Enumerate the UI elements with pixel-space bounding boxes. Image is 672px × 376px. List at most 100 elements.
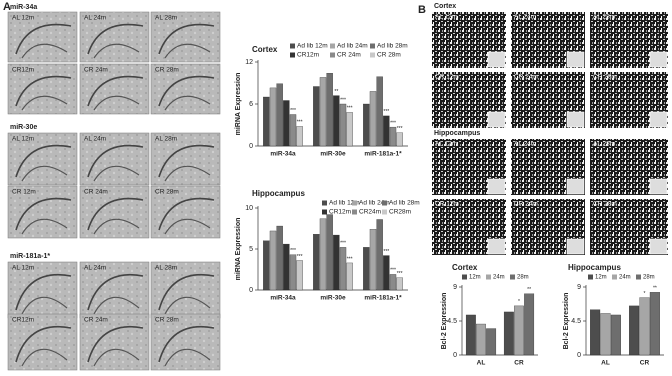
inset: [487, 178, 506, 195]
bar: [503, 311, 514, 356]
bar: [524, 293, 535, 356]
bar: [649, 292, 660, 356]
bar: [313, 234, 320, 291]
bar: [269, 87, 277, 147]
inset: [566, 51, 585, 68]
significance-label: **: [527, 287, 531, 293]
tissue-contour: [158, 274, 215, 311]
inset: [649, 111, 668, 128]
y-tick-label: 6: [249, 101, 253, 108]
micrograph-label: AL 24m: [84, 136, 106, 143]
micrograph-label: AL 28m: [593, 14, 615, 21]
tissue-contour: [164, 165, 211, 182]
micrograph: [7, 261, 78, 319]
bar: [276, 225, 283, 291]
x-tick-label: miR-34a: [270, 151, 296, 158]
legend-swatch: [382, 209, 387, 215]
legend-label: Ad lib 12m: [297, 43, 328, 50]
tissue-contour: [87, 197, 144, 231]
tissue-contour: [15, 197, 72, 231]
significance-label: ***: [340, 241, 346, 247]
legend-label: Ad lib 24m: [337, 43, 368, 50]
bar: [389, 126, 397, 147]
tissue-contour: [158, 23, 215, 55]
significance-label: *: [518, 299, 520, 305]
inset: [649, 51, 668, 68]
legend-swatch: [382, 200, 387, 206]
bar: [339, 103, 347, 147]
legend-label: 12m: [469, 275, 481, 281]
group-title: miR-181a-1*: [10, 253, 50, 260]
legend-swatch: [322, 209, 327, 215]
micrograph: [79, 261, 150, 319]
bar: [639, 297, 650, 356]
bar: [610, 314, 621, 356]
significance-label: ***: [347, 106, 353, 112]
micrograph-label: AL 12m: [435, 141, 457, 148]
micrograph: [79, 313, 150, 371]
significance-label: **: [653, 286, 657, 292]
y-axis-label: miRNA Expression: [235, 73, 242, 136]
x-tick-label: miR-30e: [320, 295, 346, 302]
micrograph-label: AL 12m: [435, 14, 457, 21]
bar: [376, 76, 383, 147]
legend-swatch: [612, 274, 617, 280]
micrograph-label: CR12m: [12, 67, 34, 74]
y-tick-label: 12: [245, 59, 253, 66]
legend-swatch: [486, 274, 491, 280]
y-tick-label: 10: [245, 205, 253, 212]
tissue-contour: [158, 326, 215, 363]
significance-label: **: [334, 89, 338, 95]
legend-label: Ad lib 24m: [359, 200, 390, 207]
significance-label: ***: [383, 109, 389, 115]
bar: [363, 247, 370, 291]
bar: [383, 255, 390, 291]
legend-label: 24m: [619, 275, 631, 281]
significance-label: ***: [383, 249, 389, 255]
tissue-contour: [15, 75, 72, 107]
micrograph: [150, 185, 221, 239]
micrograph-label: CR 24m: [84, 67, 108, 74]
tissue-contour: [158, 144, 215, 178]
micrograph-label: CR 12m: [435, 74, 459, 81]
x-tick-label: AL: [477, 360, 486, 367]
significance-label: ***: [347, 256, 353, 262]
inset: [566, 111, 585, 128]
bar: [326, 214, 333, 291]
tissue-contour: [93, 296, 140, 315]
x-tick-label: CR: [640, 360, 650, 367]
bar: [476, 323, 486, 356]
legend-label: 28m: [517, 275, 529, 281]
inset: [566, 238, 585, 255]
tissue-contour: [164, 95, 211, 111]
bar: [269, 230, 277, 291]
tissue-contour: [15, 23, 72, 55]
x-tick-label: miR-181a-1*: [364, 295, 402, 302]
inset: [487, 51, 506, 68]
micrograph-label: CR 28m: [155, 189, 179, 196]
legend-swatch: [588, 274, 593, 280]
tissue-contour: [87, 23, 144, 55]
micrograph-label: AL 12m: [12, 265, 34, 272]
bar: [333, 95, 340, 147]
bar: [289, 254, 297, 291]
tissue-contour: [15, 326, 72, 363]
y-axis-label: Bcl-2 Expression: [563, 293, 570, 350]
micrograph: [150, 11, 221, 63]
micrograph-label: CR 12m: [435, 201, 459, 208]
tissue-contour: [93, 95, 140, 111]
micrograph: [7, 313, 78, 371]
micrograph-label: CR 24m: [84, 189, 108, 196]
legend-swatch: [330, 52, 335, 58]
tissue-contour: [93, 165, 140, 182]
significance-label: *: [644, 291, 646, 297]
tissue-contour: [93, 218, 140, 235]
micrograph-label: CR 28m: [593, 201, 617, 208]
bar: [396, 132, 403, 147]
tissue-contour: [87, 144, 144, 178]
bar: [313, 86, 320, 147]
significance-label: ***: [397, 126, 403, 132]
micrograph: [79, 63, 150, 115]
y-tick-label: 9: [577, 284, 581, 291]
bar: [369, 91, 377, 147]
